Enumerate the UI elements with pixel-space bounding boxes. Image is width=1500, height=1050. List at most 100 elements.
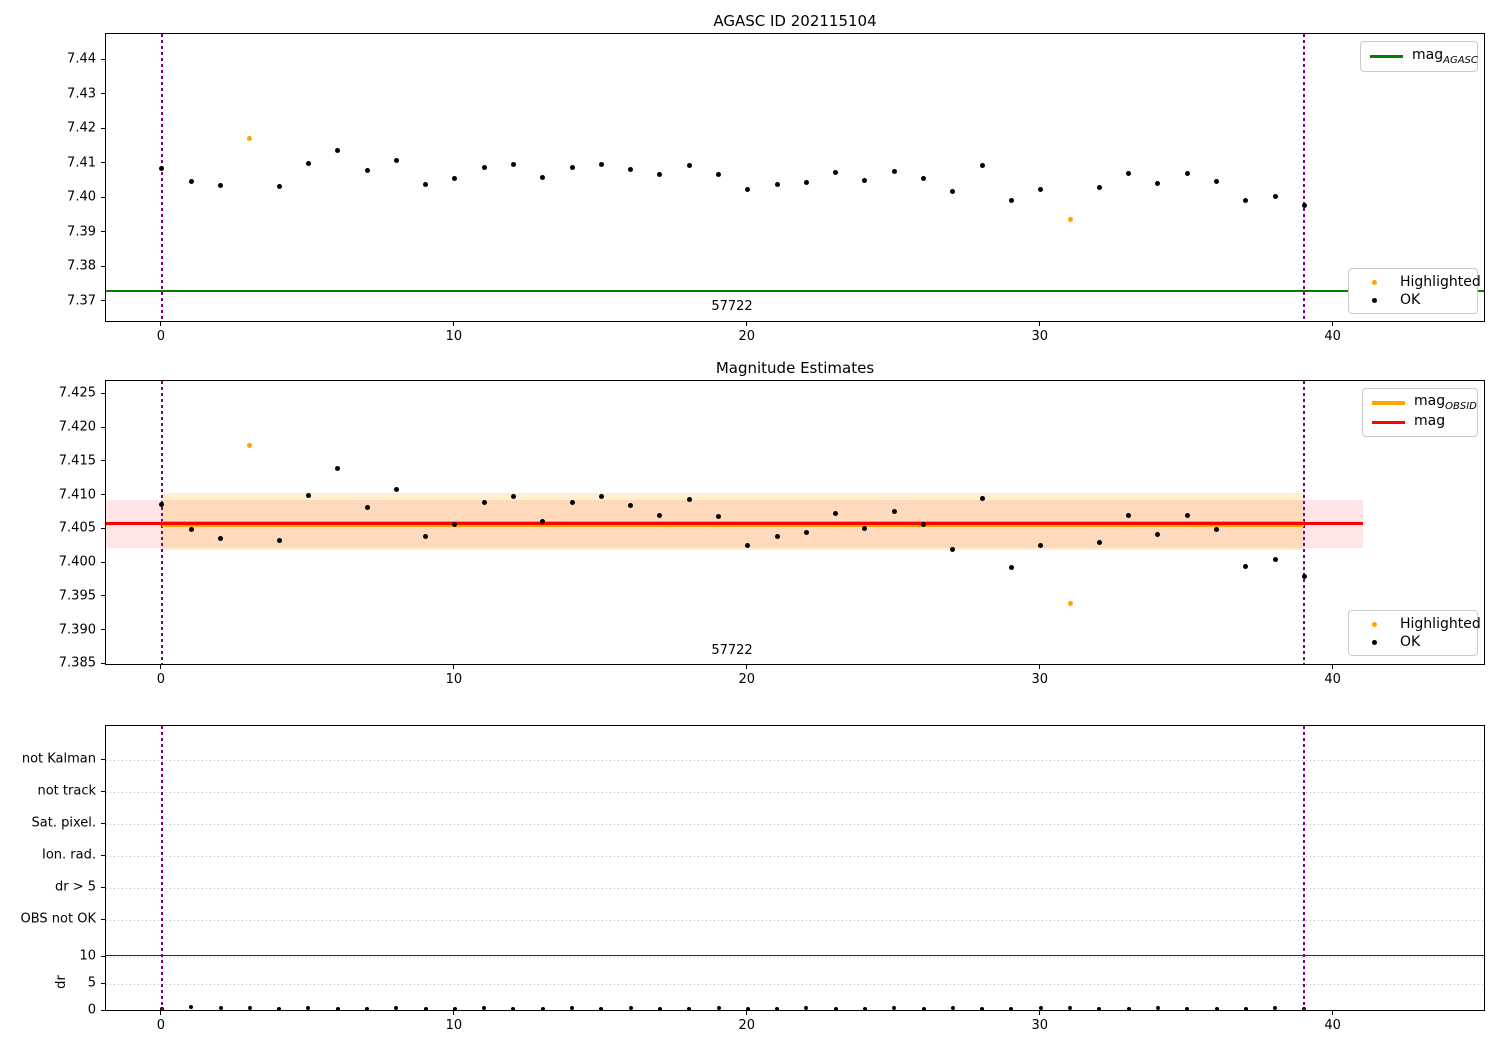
ok-data-point xyxy=(1008,197,1014,203)
y-tick-label: 7.38 xyxy=(67,258,96,274)
dr-data-point xyxy=(833,1006,838,1010)
y-tick-label: 7.41 xyxy=(67,155,96,171)
mag-line xyxy=(106,522,1363,526)
x-tick-label: 20 xyxy=(738,672,756,687)
ok-data-point xyxy=(1272,193,1278,199)
x-tick-label: 40 xyxy=(1324,329,1341,344)
dr-data-point xyxy=(921,1006,926,1010)
ok-data-point xyxy=(276,537,282,543)
ok-data-point xyxy=(481,500,487,506)
dr-data-point xyxy=(599,1006,604,1010)
highlighted-data-point xyxy=(247,135,253,141)
ok-data-point xyxy=(774,182,780,188)
legend-row-mag-obsid: magOBSID xyxy=(1372,393,1477,412)
highlighted-data-point xyxy=(247,443,253,449)
legend-label-highlighted: Highlighted xyxy=(1400,616,1481,632)
flag-tick-mark xyxy=(101,758,105,760)
obsid-boundary-vline xyxy=(160,34,163,321)
legend-mag-agasc: magAGASC xyxy=(1360,41,1478,72)
ok-data-point xyxy=(921,176,927,182)
dr-gridline xyxy=(106,984,1484,985)
dr-data-point xyxy=(950,1006,955,1010)
flags-dr-separator-line xyxy=(106,955,1484,957)
legend-row-mag-agasc: magAGASC xyxy=(1370,47,1478,66)
x-tick-label: 10 xyxy=(445,672,463,687)
x-tick-mark xyxy=(746,322,748,326)
flag-gridline xyxy=(106,792,1484,793)
ok-data-point xyxy=(481,165,487,171)
dr-data-point xyxy=(1097,1006,1102,1010)
legend-row-ok: OK xyxy=(1358,634,1468,650)
y-tick-mark xyxy=(101,58,105,60)
dr-data-point xyxy=(980,1006,985,1010)
middle-chart-plot-area xyxy=(105,380,1485,665)
dr-data-point xyxy=(247,1005,252,1010)
dr-data-point xyxy=(365,1006,369,1010)
ok-data-point xyxy=(803,179,809,185)
ok-data-point xyxy=(159,165,165,171)
green-line-swatch xyxy=(1370,54,1403,58)
x-tick-label: 20 xyxy=(738,1018,756,1033)
dr-tick-mark xyxy=(101,1009,105,1011)
ok-data-point xyxy=(569,500,575,506)
highlighted-data-point xyxy=(1067,216,1073,222)
ok-data-point xyxy=(891,508,897,514)
obsid-boundary-vline xyxy=(1303,34,1306,321)
dr-data-point xyxy=(1126,1006,1131,1010)
y-tick-mark xyxy=(101,527,105,529)
orange-line-swatch xyxy=(1372,400,1405,405)
dr-data-point xyxy=(1068,1005,1073,1010)
ok-data-point xyxy=(862,178,868,184)
black-dot-swatch xyxy=(1372,297,1377,303)
ok-data-point xyxy=(598,162,604,168)
y-tick-mark xyxy=(101,127,105,129)
ok-data-point xyxy=(833,510,839,516)
legend-label-ok: OK xyxy=(1400,634,1421,650)
y-tick-label: 7.405 xyxy=(58,520,96,536)
ok-data-point xyxy=(628,503,634,509)
ok-data-point xyxy=(305,161,311,167)
ok-data-point xyxy=(540,519,546,525)
dr-data-point xyxy=(1009,1006,1014,1010)
ok-data-point xyxy=(1243,563,1249,569)
dr-tick-label: 5 xyxy=(87,975,96,991)
y-tick-mark xyxy=(101,629,105,631)
dr-data-point xyxy=(306,1006,311,1010)
ok-data-point xyxy=(716,513,722,519)
y-tick-mark xyxy=(101,231,105,233)
flag-gridline xyxy=(106,760,1484,761)
x-tick-mark xyxy=(1332,1011,1334,1015)
legend-label-ok: OK xyxy=(1400,292,1421,308)
ok-data-point xyxy=(1214,527,1219,533)
dr-data-point xyxy=(452,1006,457,1010)
flag-tick-mark xyxy=(101,886,105,888)
legend-label-mag-agasc: magAGASC xyxy=(1412,47,1478,66)
ok-data-point xyxy=(1272,556,1278,562)
ok-data-point xyxy=(335,466,341,472)
dr-data-point xyxy=(804,1006,809,1010)
y-tick-label: 7.410 xyxy=(58,487,96,503)
ok-data-point xyxy=(423,533,429,539)
dr-data-point xyxy=(687,1006,692,1010)
swatch-wrap xyxy=(1358,279,1391,285)
black-dot-swatch xyxy=(1372,639,1377,645)
y-tick-mark xyxy=(101,460,105,462)
ok-data-point xyxy=(1038,543,1044,548)
orange-dot-swatch xyxy=(1372,279,1377,285)
ok-data-point xyxy=(1096,539,1102,545)
top-chart-title: AGASC ID 202115104 xyxy=(713,12,877,30)
x-tick-label: 0 xyxy=(156,672,166,687)
dr-data-point xyxy=(482,1006,487,1010)
dr-tick-label: 0 xyxy=(87,1002,96,1018)
highlighted-data-point xyxy=(1067,601,1073,607)
y-tick-label: 7.390 xyxy=(58,622,96,638)
y-tick-mark xyxy=(101,494,105,496)
legend-mag-obsid: magOBSID mag xyxy=(1362,388,1478,437)
ok-data-point xyxy=(1301,202,1307,208)
ok-data-point xyxy=(305,493,311,499)
y-tick-mark xyxy=(101,392,105,394)
y-tick-mark xyxy=(101,300,105,302)
ok-data-point xyxy=(1155,181,1161,186)
y-tick-mark xyxy=(101,196,105,198)
